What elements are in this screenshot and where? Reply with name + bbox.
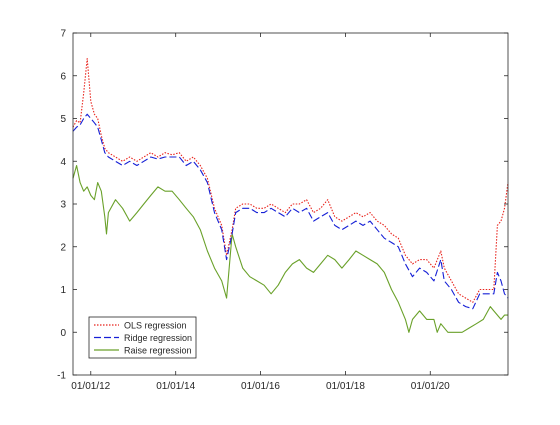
y-tick-label: 6 bbox=[60, 71, 66, 82]
series-line-ridge bbox=[72, 113, 509, 310]
x-tick-label: 01/01/18 bbox=[326, 381, 365, 392]
x-axis: 01/01/12 01/01/14 01/01/16 01/01/18 01/01/20 bbox=[71, 33, 450, 392]
y-tick-label: 0 bbox=[60, 328, 66, 339]
y-axis: -1 0 1 2 3 4 5 6 7 bbox=[57, 29, 508, 382]
legend-label: Raise regression bbox=[124, 346, 192, 356]
y-tick-label: 7 bbox=[60, 29, 66, 40]
legend-label: OLS regression bbox=[124, 321, 187, 331]
legend-label: Ridge regression bbox=[124, 333, 192, 343]
x-tick-label: 01/01/14 bbox=[156, 381, 195, 392]
y-tick-label: 4 bbox=[60, 157, 66, 168]
y-tick-label: 1 bbox=[60, 285, 66, 296]
x-tick-label: 01/01/16 bbox=[241, 381, 280, 392]
y-tick-label: 3 bbox=[60, 200, 66, 211]
legend: OLS regression Ridge regression Raise regr… bbox=[88, 316, 197, 359]
x-tick-label: 01/01/20 bbox=[411, 381, 450, 392]
y-tick-label: 5 bbox=[60, 114, 66, 125]
y-tick-label: -1 bbox=[57, 371, 66, 382]
x-tick-label: 01/01/12 bbox=[71, 381, 110, 392]
series-layer bbox=[72, 58, 509, 333]
series-line-ols bbox=[72, 58, 509, 303]
series-line-raise bbox=[72, 164, 508, 333]
y-tick-label: 2 bbox=[60, 242, 66, 253]
